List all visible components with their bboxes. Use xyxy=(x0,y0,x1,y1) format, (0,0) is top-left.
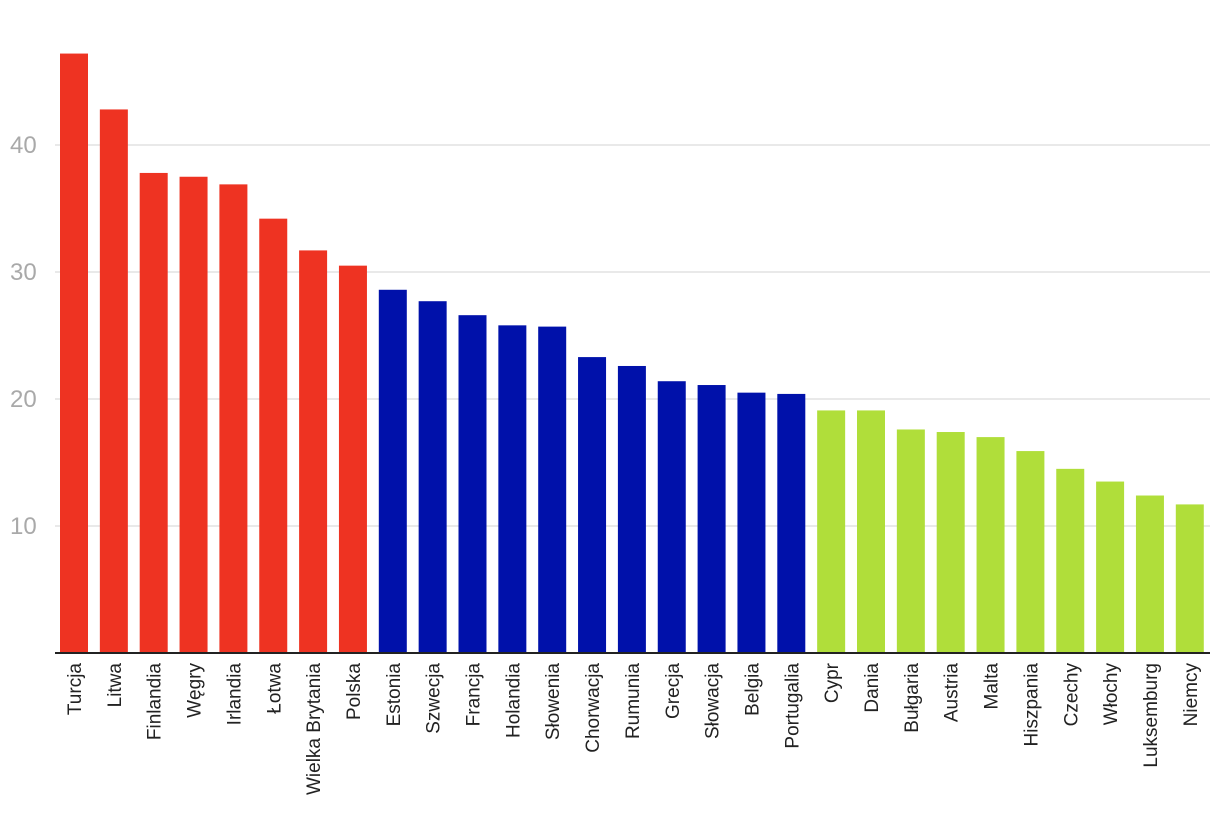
y-tick-label: 20 xyxy=(10,386,37,413)
x-category-label: Szwecja xyxy=(424,663,445,734)
bar-13 xyxy=(578,357,607,653)
bar-12 xyxy=(538,326,567,653)
bar-23 xyxy=(976,437,1005,653)
x-category-label: Hiszpania xyxy=(1021,663,1042,747)
bar-18 xyxy=(777,393,806,653)
bar-5 xyxy=(259,218,288,653)
x-category-label: Malta xyxy=(982,663,1003,710)
bar-10 xyxy=(458,315,487,653)
bar-25 xyxy=(1056,468,1085,653)
bar-6 xyxy=(299,250,328,653)
x-category-label: Łotwa xyxy=(264,663,285,714)
bar-16 xyxy=(697,385,726,653)
x-category-label: Turcja xyxy=(65,663,86,716)
x-category-label: Austria xyxy=(942,663,963,723)
bar-20 xyxy=(857,410,885,653)
bar-24 xyxy=(1016,451,1045,653)
bars xyxy=(60,53,1204,654)
bar-26 xyxy=(1096,481,1125,653)
x-category-label: Francja xyxy=(464,663,485,727)
bar-0 xyxy=(60,53,88,654)
x-category-label: Estonia xyxy=(384,663,405,727)
bar-17 xyxy=(737,392,766,653)
x-category-label: Portugalia xyxy=(782,663,803,749)
x-category-label: Wielka Brytania xyxy=(304,663,325,795)
x-category-label: Bułgaria xyxy=(902,663,923,733)
bar-28 xyxy=(1175,504,1204,653)
x-category-label: Litwa xyxy=(105,663,126,708)
x-category-label: Włochy xyxy=(1101,663,1122,726)
bar-4 xyxy=(219,184,248,653)
y-tick-label: 40 xyxy=(10,132,37,159)
y-tick-label: 30 xyxy=(10,259,37,286)
bar-11 xyxy=(498,325,527,653)
x-category-label: Dania xyxy=(862,663,883,713)
bar-8 xyxy=(378,289,407,653)
bar-1 xyxy=(99,109,128,653)
bar-22 xyxy=(936,432,965,653)
x-category-label: Holandia xyxy=(503,663,524,738)
x-category-label: Słowacja xyxy=(703,663,724,739)
bar-7 xyxy=(338,265,367,653)
bar-14 xyxy=(617,365,646,653)
x-category-label: Słowenia xyxy=(543,663,564,741)
x-category-label: Chorwacja xyxy=(583,663,604,753)
y-tick-label: 10 xyxy=(10,513,37,540)
x-category-label: Niemcy xyxy=(1181,663,1202,727)
bar-9 xyxy=(418,301,447,653)
x-category-label: Luksemburg xyxy=(1141,663,1162,768)
bar-19 xyxy=(817,410,846,653)
x-category-label: Grecja xyxy=(663,663,684,719)
x-category-label: Irlandia xyxy=(224,663,245,726)
x-category-label: Czechy xyxy=(1061,663,1082,727)
y-axis-ticks: 10 20 30 40 xyxy=(10,132,37,540)
x-axis-labels: Turcja Litwa Finlandia Węgry Irlandia Łotwa Wi… xyxy=(65,662,1202,795)
x-category-label: Węgry xyxy=(185,663,206,718)
bar-27 xyxy=(1135,495,1164,653)
bar-15 xyxy=(657,381,686,653)
bar-2 xyxy=(139,172,168,653)
x-category-label: Belgia xyxy=(742,663,763,716)
x-category-label: Cypr xyxy=(822,662,843,703)
x-category-label: Rumunia xyxy=(623,663,644,739)
bar-21 xyxy=(896,429,925,653)
x-category-label: Finlandia xyxy=(145,663,166,741)
bar-3 xyxy=(179,176,208,653)
x-category-label: Polska xyxy=(344,663,365,720)
